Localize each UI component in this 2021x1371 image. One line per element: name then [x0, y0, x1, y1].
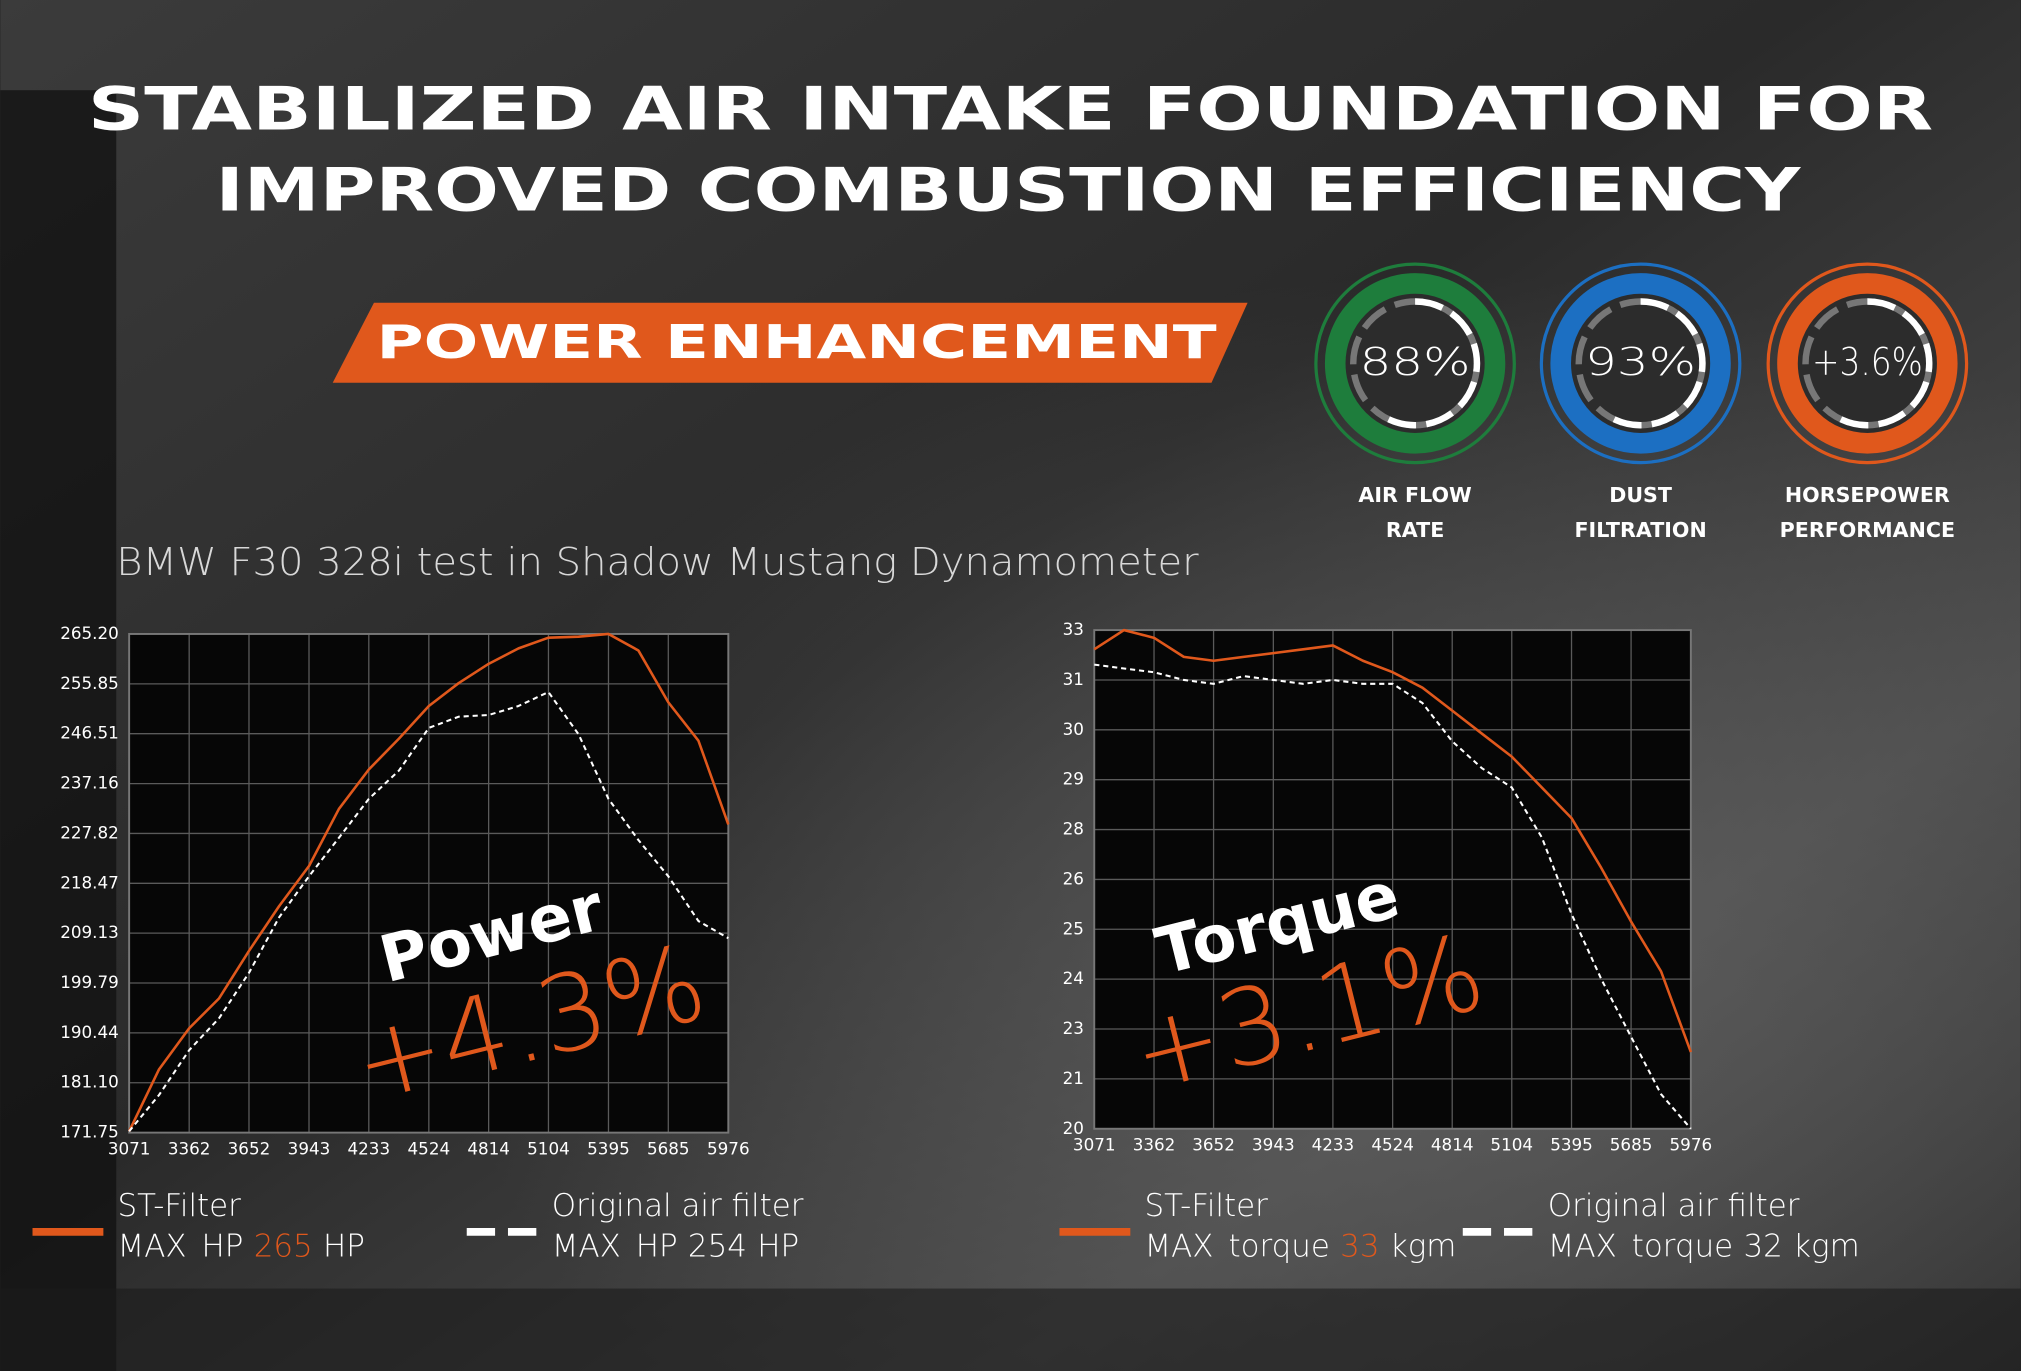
- legend-max: MAX HP 254 HP: [552, 1228, 799, 1264]
- x-tick-label: 3071: [108, 1138, 151, 1158]
- gauge-label: RATE: [1386, 518, 1444, 542]
- x-tick-label: 5976: [1670, 1135, 1713, 1155]
- legend-max: MAX torque 32 kgm: [1548, 1228, 1860, 1264]
- y-tick-label: 25: [1063, 918, 1084, 938]
- legend-max-value: 254: [688, 1228, 747, 1264]
- series-line: [1094, 663, 1692, 1130]
- x-tick-label: 4814: [1431, 1135, 1474, 1155]
- legend-max-unit: kgm: [1390, 1228, 1457, 1264]
- title-line: STABILIZED AIR INTAKE FOUNDATION FOR: [88, 75, 1933, 144]
- gauge-value: 88%: [1360, 340, 1471, 385]
- y-tick-label: 33: [1063, 619, 1084, 639]
- gauge-outer-ring: [1314, 262, 1516, 465]
- gauge-dial: [1802, 298, 1933, 429]
- legend-max-value: 265: [254, 1228, 313, 1264]
- title-line: IMPROVED COMBUSTION EFFICIENCY: [215, 156, 1801, 225]
- x-tick-label: 5976: [707, 1138, 750, 1158]
- legend-max-value: 33: [1340, 1228, 1379, 1264]
- x-tick-label: 5685: [647, 1138, 690, 1158]
- gauge-label: HORSEPOWER: [1785, 483, 1950, 507]
- y-tick-label: 20: [1063, 1118, 1084, 1138]
- y-tick-label: 237.16: [60, 773, 119, 793]
- x-tick-label: 3362: [1133, 1135, 1176, 1155]
- test-caption: BMW F30 328i test in Shadow Mustang Dyna…: [116, 540, 1198, 585]
- legend-max-label: MAX HP: [118, 1228, 244, 1264]
- y-tick-label: 209.13: [60, 922, 119, 942]
- legend-name: ST-Filter: [1145, 1188, 1269, 1224]
- legend-name: Original air filter: [552, 1188, 804, 1224]
- series-line: [1093, 628, 1693, 1053]
- gauge-label: AIR FLOW: [1358, 483, 1472, 507]
- legend-max-value: 32: [1744, 1228, 1783, 1264]
- x-tick-label: 4524: [408, 1138, 451, 1158]
- y-tick-label: 26: [1063, 868, 1084, 888]
- x-tick-label: 3071: [1073, 1135, 1116, 1155]
- x-tick-label: 4814: [467, 1138, 510, 1158]
- x-tick-label: 5395: [587, 1138, 630, 1158]
- legend-max: MAX torque 33 kgm: [1145, 1228, 1457, 1264]
- plot-border: [128, 632, 730, 1134]
- bottom-shade: [0, 1288, 2021, 1371]
- x-tick-label: 3362: [168, 1138, 211, 1158]
- y-tick-label: 24: [1063, 968, 1084, 988]
- x-tick-label: 4233: [347, 1138, 390, 1158]
- gauge-outer-ring: [1539, 262, 1742, 465]
- y-tick-label: 29: [1063, 769, 1084, 789]
- gauge-dial: [1575, 298, 1706, 429]
- gauge-outer-ring: [1766, 262, 1969, 465]
- gauge-dial: [1350, 298, 1481, 429]
- y-tick-label: 171.75: [60, 1122, 119, 1142]
- series-line: [127, 632, 730, 1132]
- legend-max-unit: HP: [757, 1228, 799, 1264]
- gauge-label: PERFORMANCE: [1780, 518, 1955, 542]
- y-tick-label: 265.20: [60, 623, 119, 643]
- gauge-label: DUST: [1609, 483, 1672, 507]
- legend-name: Original air filter: [1548, 1188, 1800, 1224]
- banner: [332, 302, 1248, 383]
- x-tick-label: 3943: [288, 1138, 331, 1158]
- x-tick-label: 3943: [1252, 1135, 1295, 1155]
- legend-max-label: MAX torque: [1145, 1228, 1330, 1264]
- gauge-ring: [1324, 273, 1506, 454]
- y-tick-label: 21: [1063, 1068, 1084, 1088]
- y-tick-label: 190.44: [60, 1022, 119, 1042]
- y-tick-label: 255.85: [60, 673, 119, 693]
- legend-name: ST-Filter: [118, 1188, 242, 1224]
- gauge-value: +3.6%: [1812, 340, 1923, 385]
- legend-max-label: MAX HP: [552, 1228, 678, 1264]
- plot-border: [1093, 629, 1692, 1130]
- x-tick-label: 5395: [1550, 1135, 1593, 1155]
- x-tick-label: 4524: [1371, 1135, 1414, 1155]
- legend-max: MAX HP 265 HP: [118, 1228, 365, 1264]
- y-tick-label: 218.47: [60, 872, 119, 892]
- y-tick-label: 23: [1063, 1018, 1084, 1038]
- x-tick-label: 5104: [1490, 1135, 1533, 1155]
- y-tick-label: 246.51: [60, 723, 119, 743]
- gauge-value: 93%: [1585, 340, 1696, 385]
- legend-max-unit: kgm: [1793, 1228, 1860, 1264]
- series-line: [128, 691, 729, 1132]
- banner-text: POWER ENHANCEMENT: [377, 315, 1218, 369]
- legend-max-unit: HP: [323, 1228, 365, 1264]
- y-tick-label: 199.79: [60, 972, 119, 992]
- y-tick-label: 227.82: [60, 822, 119, 842]
- x-tick-label: 3652: [228, 1138, 271, 1158]
- x-tick-label: 3652: [1192, 1135, 1235, 1155]
- left-shade: [0, 90, 117, 1371]
- gauge-label: FILTRATION: [1574, 518, 1706, 542]
- legend-max-label: MAX torque: [1548, 1228, 1733, 1264]
- gauge-ring: [1550, 273, 1731, 454]
- y-tick-label: 31: [1063, 669, 1084, 689]
- y-tick-label: 28: [1063, 819, 1084, 839]
- x-tick-label: 5104: [527, 1138, 570, 1158]
- y-tick-label: 30: [1063, 719, 1084, 739]
- gauge-ring: [1777, 273, 1958, 454]
- y-tick-label: 181.10: [60, 1072, 119, 1092]
- x-tick-label: 4233: [1312, 1135, 1355, 1155]
- x-tick-label: 5685: [1610, 1135, 1653, 1155]
